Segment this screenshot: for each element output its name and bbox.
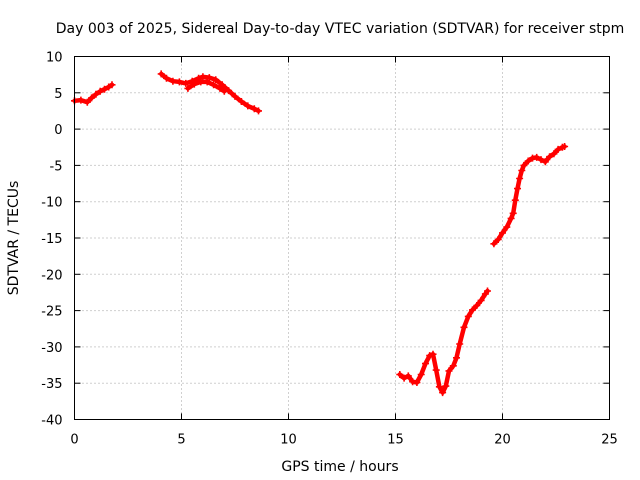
plot-frame	[74, 56, 610, 420]
data-point	[205, 74, 213, 82]
y-tick-label: -10	[41, 196, 62, 211]
y-tick-label: -35	[41, 377, 62, 392]
data-point	[460, 323, 468, 331]
data-point	[92, 90, 100, 98]
data-point	[216, 84, 224, 92]
data-point	[507, 214, 515, 222]
data-point	[494, 236, 502, 243]
y-tick-label: 10	[46, 51, 63, 66]
data-point	[432, 366, 440, 374]
data-point	[439, 389, 447, 397]
data-point	[516, 175, 524, 182]
data-point	[537, 156, 545, 164]
data-point	[417, 371, 425, 378]
chart-title: Day 003 of 2025, Sidereal Day-to-day VTE…	[56, 21, 625, 37]
data-point	[524, 157, 532, 165]
data-point	[477, 296, 485, 304]
data-point	[175, 78, 183, 86]
data-point	[96, 87, 104, 95]
data-point	[429, 350, 437, 358]
data-point	[220, 87, 228, 95]
y-tick-label: -20	[41, 268, 62, 283]
data-point	[218, 81, 226, 89]
x-axis-title: GPS time / hours	[281, 459, 398, 475]
data-point	[210, 81, 218, 89]
data-point	[244, 102, 252, 110]
data-point	[88, 94, 96, 102]
tick-label-layer: 0 5 10 15 20 25 -40 -35 -30 -25 -20 -15 -10 -5 0 5 10	[41, 51, 618, 448]
y-tick-label: -40	[41, 414, 62, 429]
data-point	[554, 145, 562, 153]
y-tick-label: 5	[54, 87, 62, 102]
data-point	[400, 374, 408, 382]
x-tick-label: 20	[494, 433, 511, 448]
data-point	[533, 153, 541, 161]
data-point	[426, 352, 434, 360]
data-point	[509, 209, 517, 217]
data-point	[484, 287, 491, 295]
grid-layer	[74, 56, 610, 420]
data-point	[250, 105, 258, 113]
data-point	[108, 81, 116, 89]
data-point	[231, 92, 239, 100]
data-point	[541, 158, 549, 166]
data-point	[197, 78, 205, 86]
data-point	[561, 143, 569, 150]
data-point	[212, 76, 220, 84]
y-tick-label: -15	[41, 232, 62, 247]
y-tick-label: -30	[41, 341, 62, 356]
y-axis-title: SDTVAR / TECUs	[6, 181, 22, 296]
data-point	[473, 302, 481, 309]
y-tick-label: 0	[54, 123, 62, 138]
data-point	[237, 98, 245, 105]
y-tick-label: -5	[50, 159, 63, 174]
data-point	[182, 79, 190, 87]
data-point	[190, 80, 198, 88]
data-point	[469, 306, 476, 314]
data-point	[413, 379, 421, 386]
data-point	[442, 382, 450, 390]
data-point	[435, 383, 443, 391]
data-point	[520, 161, 528, 169]
data-point	[255, 107, 262, 115]
data-point	[453, 354, 460, 362]
data-point	[445, 367, 453, 375]
data-point	[464, 312, 472, 320]
data-point	[404, 372, 412, 380]
data-point	[514, 185, 521, 193]
data-point	[101, 85, 108, 93]
data-point	[499, 229, 506, 237]
data-point	[199, 73, 207, 81]
data-point	[511, 196, 519, 204]
data-point	[449, 362, 457, 370]
y-tick-label: -25	[41, 305, 62, 320]
data-point	[518, 167, 526, 174]
x-tick-label: 15	[387, 433, 404, 448]
data-point	[163, 74, 170, 82]
data-point	[422, 360, 429, 368]
data-point	[503, 223, 511, 231]
data-point	[157, 70, 165, 78]
data-layer	[71, 70, 569, 397]
data-point	[490, 240, 498, 248]
data-point	[203, 78, 211, 86]
data-point	[550, 150, 558, 158]
x-tick-label: 0	[70, 433, 78, 448]
x-tick-label: 25	[601, 433, 618, 448]
data-point	[456, 340, 464, 348]
data-point	[83, 98, 91, 106]
data-point	[77, 96, 85, 104]
data-point	[546, 153, 554, 161]
x-tick-label: 10	[280, 433, 297, 448]
x-tick-label: 5	[177, 433, 185, 448]
data-point	[184, 84, 192, 92]
data-point	[169, 77, 177, 85]
data-point	[396, 371, 404, 378]
